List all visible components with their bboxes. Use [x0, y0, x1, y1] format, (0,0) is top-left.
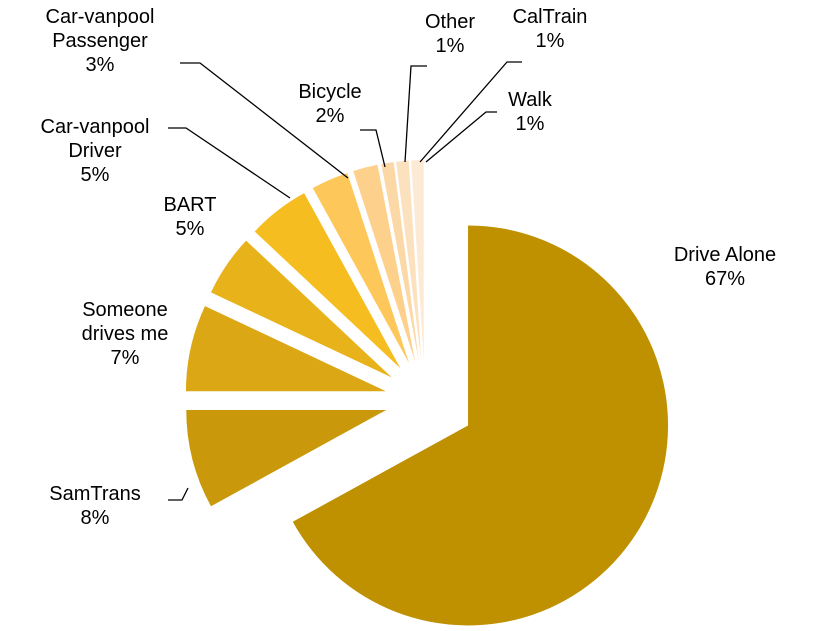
pie-slice — [185, 306, 386, 392]
slice-label: Someone drives me 7% — [60, 298, 190, 370]
value-label: 5% — [175, 218, 205, 240]
pie-slice — [186, 409, 387, 507]
category-name: Other — [424, 11, 476, 33]
category-name: CalTrain — [512, 6, 588, 28]
value-label: 1% — [435, 35, 465, 57]
slice-label: Car-vanpool Passenger 3% — [25, 5, 175, 77]
category-name: Walk — [508, 89, 552, 111]
slice-label: Drive Alone 67% — [640, 243, 810, 291]
slice-label: CalTrain 1% — [505, 5, 595, 53]
category-name: Bicycle — [298, 81, 362, 103]
value-label: 7% — [110, 347, 140, 369]
slice-label: Other 1% — [415, 10, 485, 58]
slice-label: Car-vanpool Driver 5% — [30, 115, 160, 187]
value-label: 1% — [535, 30, 565, 52]
leader-line — [404, 65, 427, 163]
value-label: 67% — [704, 268, 746, 290]
category-name: Someone drives me — [81, 299, 169, 345]
category-name: SamTrans — [49, 483, 141, 505]
pie-slice — [312, 173, 410, 364]
pie-slice — [381, 162, 419, 361]
slice-label: Bicycle 2% — [285, 80, 375, 128]
value-label: 8% — [80, 507, 110, 529]
pie-slice — [292, 225, 669, 626]
category-name: Car-vanpool Driver — [40, 116, 150, 162]
pie-slice — [210, 240, 392, 378]
slice-label: BART 5% — [150, 193, 230, 241]
value-label: 3% — [85, 54, 115, 76]
leader-line — [425, 111, 497, 163]
pie-slice — [353, 164, 416, 362]
pie-slice — [254, 193, 401, 369]
leader-line — [168, 127, 291, 199]
value-label: 2% — [315, 105, 345, 127]
leader-line — [168, 487, 189, 501]
leader-line — [360, 129, 386, 168]
value-label: 1% — [515, 113, 545, 135]
category-name: Drive Alone — [673, 244, 777, 266]
leader-line — [419, 61, 522, 163]
category-name: Car-vanpool Passenger — [45, 6, 155, 52]
slice-label: Walk 1% — [500, 88, 560, 136]
value-label: 5% — [80, 164, 110, 186]
pie-slice — [396, 160, 422, 361]
category-name: BART — [163, 194, 217, 216]
pie-slice — [411, 160, 424, 361]
slice-label: SamTrans 8% — [35, 482, 155, 530]
leader-line — [180, 62, 349, 179]
